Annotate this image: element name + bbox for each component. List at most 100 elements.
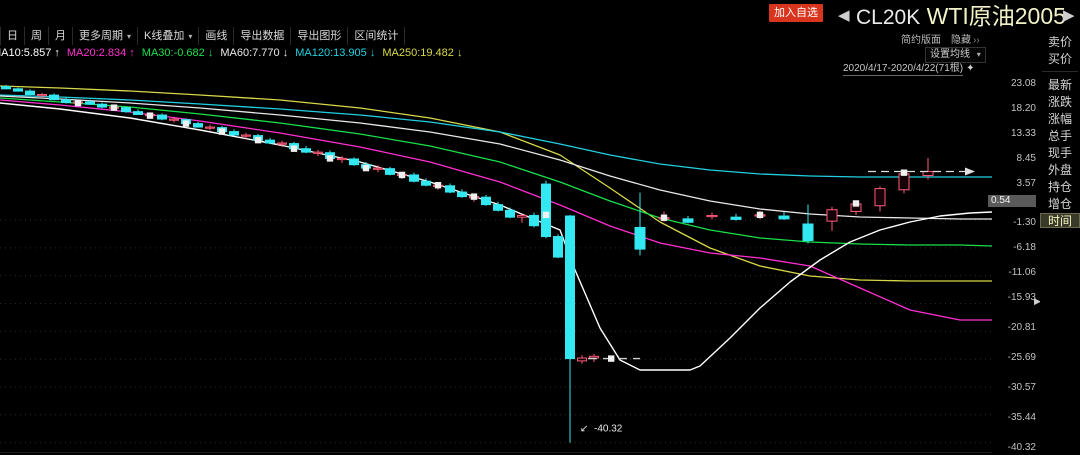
candle-body	[61, 99, 71, 104]
candle-38[interactable]	[457, 189, 467, 198]
candle-53[interactable]	[706, 212, 718, 220]
sidebar-divider-line	[1042, 71, 1078, 72]
candle-62[interactable]	[922, 157, 934, 180]
set-ma-dropdown[interactable]: 设置均线 ▾	[925, 47, 986, 63]
candle-23[interactable]	[277, 140, 287, 147]
sidebar-item-stat-6[interactable]: 持仓	[1047, 180, 1072, 194]
candle-50[interactable]	[634, 192, 646, 256]
axis-expand-icon[interactable]: ▶	[1034, 296, 1041, 306]
sidebar-item-quote-0[interactable]: 卖价	[1047, 35, 1072, 49]
candle-body	[373, 167, 383, 170]
sidebar-item-stat-7[interactable]: 增仓	[1047, 197, 1072, 211]
candle-body	[349, 158, 359, 166]
candle-7[interactable]	[85, 99, 95, 105]
price-tick-12: -35.44	[1007, 412, 1036, 423]
candle-1[interactable]	[13, 87, 23, 92]
candle-body	[457, 191, 467, 198]
candle-2[interactable]	[25, 89, 35, 96]
hide-panel-button[interactable]: 隐藏 ››	[951, 34, 980, 47]
toolbar-item-6[interactable]: 导出数据	[234, 27, 292, 45]
candle-43[interactable]	[517, 214, 527, 223]
candle-3[interactable]	[37, 92, 47, 98]
candle-29[interactable]	[349, 157, 359, 166]
candle-16[interactable]	[193, 121, 203, 128]
sidebar-item-stat-3[interactable]: 总手	[1047, 129, 1072, 143]
candle-body	[337, 157, 347, 161]
sidebar-item-stat-4[interactable]: 现手	[1047, 146, 1072, 160]
candle-22[interactable]	[265, 137, 275, 145]
candle-60[interactable]	[874, 186, 886, 212]
sidebar-item-stat-5[interactable]: 外盘	[1047, 163, 1072, 177]
candle-31[interactable]	[373, 165, 383, 173]
toolbar-item-3[interactable]: 更多周期 ▾	[73, 27, 139, 45]
candle-body	[85, 101, 95, 105]
candle-45[interactable]	[541, 180, 551, 239]
candle-13[interactable]	[157, 113, 167, 121]
price-axis[interactable]: 23.08 18.20 13.33 8.45 3.57 -1.30 -6.18 -11.06 -…	[988, 70, 1040, 455]
candle-body	[577, 357, 587, 362]
prev-instrument-icon[interactable]: ◀	[838, 7, 850, 24]
candle-25[interactable]	[301, 145, 311, 154]
candle-5[interactable]	[61, 97, 71, 104]
date-range-label: 2020/4/17-2020/4/22(71根)	[843, 63, 964, 76]
candle-47[interactable]	[565, 214, 575, 443]
candle-37[interactable]	[445, 183, 455, 194]
add-to-favorites-button[interactable]: 加入自选	[769, 4, 823, 22]
toolbar-item-8[interactable]: 区间统计	[348, 27, 406, 45]
sidebar-item-stat-1[interactable]: 涨跌	[1047, 95, 1072, 109]
sidebar-item-stat-2[interactable]: 涨幅	[1047, 112, 1072, 126]
candle-28[interactable]	[337, 156, 347, 163]
candle-41[interactable]	[493, 201, 503, 212]
candle-17[interactable]	[205, 124, 215, 131]
toolbar-item-1[interactable]: 周	[25, 27, 49, 45]
toolbar-item-4[interactable]: K线叠加 ▾	[138, 27, 200, 45]
candle-48[interactable]	[577, 355, 587, 364]
candle-56[interactable]	[778, 212, 790, 221]
candle-58[interactable]	[826, 206, 838, 231]
candle-0[interactable]	[1, 84, 11, 90]
candle-11[interactable]	[133, 109, 143, 116]
candle-4[interactable]	[49, 93, 59, 101]
candle-8[interactable]	[97, 102, 107, 109]
toolbar-item-7[interactable]: 导出图形	[291, 27, 349, 45]
marker-square-8	[362, 164, 370, 172]
candle-52[interactable]	[682, 216, 694, 224]
candle-46[interactable]	[553, 234, 563, 259]
candle-body	[157, 114, 167, 120]
toolbar-item-label: 更多周期	[79, 30, 123, 42]
candle-44[interactable]	[529, 212, 539, 228]
crosshair-handle[interactable]	[608, 355, 615, 362]
candle-body	[826, 209, 838, 222]
sidebar-item-quote-1[interactable]: 买价	[1047, 52, 1072, 66]
candle-40[interactable]	[481, 194, 491, 206]
price-tick-0: 23.08	[1010, 78, 1036, 89]
candle-42[interactable]	[505, 207, 515, 219]
candle-body	[385, 168, 395, 175]
toolbar-item-label: K线叠加	[144, 30, 185, 42]
candle-34[interactable]	[409, 172, 419, 183]
sidebar-item-stat-0[interactable]: 最新	[1047, 78, 1072, 92]
candle-body	[265, 139, 275, 144]
candle-57[interactable]	[802, 204, 814, 244]
candle-32[interactable]	[385, 166, 395, 176]
candlestick-chart[interactable]: -40.32 ↙	[0, 70, 992, 455]
candle-54[interactable]	[730, 213, 742, 221]
candle-body	[49, 94, 59, 101]
toolbar-item-0[interactable]: 日	[0, 27, 25, 45]
date-range-indicator[interactable]: 2020/4/17-2020/4/22(71根) ✦	[843, 62, 974, 76]
sidebar-item-time[interactable]: 时间	[1040, 213, 1080, 228]
candle-20[interactable]	[241, 132, 251, 139]
candle-body	[517, 214, 527, 218]
price-tick-6: -6.18	[1013, 242, 1036, 253]
toolbar-item-2[interactable]: 月	[49, 27, 73, 45]
candle-19[interactable]	[229, 129, 239, 136]
simple-layout-button[interactable]: 简约版面	[901, 35, 941, 46]
candle-14[interactable]	[169, 116, 179, 123]
candle-35[interactable]	[421, 178, 431, 187]
toolbar-item-5[interactable]: 画线	[199, 27, 235, 45]
next-instrument-icon[interactable]: ▶	[1063, 7, 1075, 24]
candle-26[interactable]	[313, 149, 323, 157]
ma-line-ma30	[0, 97, 992, 247]
candle-10[interactable]	[121, 106, 131, 113]
ma-trend-arrow-icon: ↓	[279, 47, 289, 59]
